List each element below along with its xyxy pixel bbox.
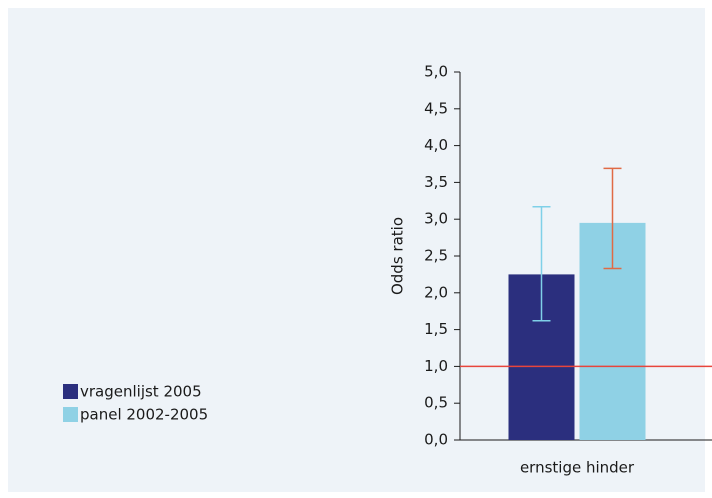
y-tick-label: 4,0 [424,136,448,154]
y-tick-label: 1,5 [424,320,448,338]
error-bar [532,205,551,322]
y-tick-label: 3,5 [424,173,448,191]
y-tick-label: 4,5 [424,99,448,117]
y-tick-label: 2,5 [424,247,448,265]
legend-label: vragenlijst 2005 [80,383,202,401]
legend-label: panel 2002-2005 [80,406,208,424]
y-tick-label: 5,0 [424,63,448,81]
x-tick-label: ernstige hinder [520,459,635,477]
legend-swatch [63,384,78,399]
y-tick-label: 0,5 [424,394,448,412]
y-tick-label: 1,0 [424,357,448,375]
y-tick-label: 0,0 [424,431,448,449]
y-axis-label: Odds ratio [389,217,407,295]
y-tick-label: 3,0 [424,210,448,228]
error-bar [603,167,622,270]
y-tick-label: 2,0 [424,283,448,301]
legend-swatch [63,407,78,422]
